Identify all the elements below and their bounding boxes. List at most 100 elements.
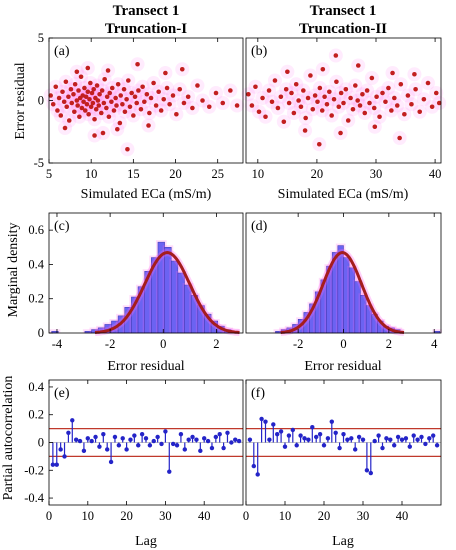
stem-marker (349, 436, 354, 441)
title-a-line1: Transect 1 (113, 3, 180, 19)
data-point (213, 90, 219, 96)
data-point (60, 89, 65, 95)
x-tick-label: 4 (431, 337, 438, 351)
data-point (417, 109, 423, 115)
y-tick-label: 0.4 (28, 380, 44, 394)
stem-marker (136, 443, 141, 448)
data-point (350, 106, 356, 112)
stem-marker (298, 433, 303, 438)
data-point (77, 114, 82, 120)
data-point (283, 86, 289, 92)
xlabel-c: Error residual (107, 359, 184, 374)
data-point (74, 69, 80, 75)
data-point (305, 95, 311, 101)
x-tick-label: 20 (169, 167, 182, 181)
data-point (429, 104, 435, 110)
stem-marker (54, 462, 59, 467)
stem-marker (209, 445, 215, 451)
data-point (246, 91, 251, 97)
stem-marker (155, 434, 160, 440)
stem-marker (345, 437, 350, 442)
data-point (319, 108, 325, 113)
stem-marker (143, 436, 149, 441)
y-tick-label: 0 (38, 326, 44, 340)
data-point (135, 61, 140, 67)
data-point (99, 88, 105, 93)
panel-e: 0 10 20 30 40 0.4 0.2 0 -0.2 -0.4 (e) (24, 379, 244, 523)
stem-marker (259, 416, 264, 422)
data-point (329, 113, 334, 118)
panel-label-c: (c) (54, 219, 70, 234)
panel-label-e: (e) (54, 386, 70, 401)
x-tick-label: 10 (279, 509, 292, 523)
data-point (331, 96, 337, 102)
stem-marker (271, 422, 276, 427)
data-point (397, 135, 402, 141)
data-point (402, 111, 407, 117)
stem-marker (124, 447, 129, 452)
data-point (98, 110, 104, 116)
stem-marker (388, 437, 393, 442)
data-point (87, 96, 92, 102)
stem-marker (120, 436, 125, 441)
data-point (409, 101, 414, 107)
stem-marker (77, 438, 83, 444)
data-point (146, 123, 151, 128)
stem-marker (236, 438, 242, 444)
data-point (136, 88, 141, 93)
xlabel-b: Simulated ECa (mS/m) (278, 187, 409, 202)
x-tick-label: 10 (85, 167, 98, 181)
data-point (76, 88, 81, 93)
data-point (316, 141, 322, 147)
x-tick-label: -2 (293, 337, 303, 351)
data-point (69, 100, 75, 106)
stem-marker (112, 434, 118, 440)
data-point (66, 118, 72, 123)
panel-label-b: (b) (251, 44, 268, 59)
data-point (55, 108, 60, 113)
data-point (322, 94, 327, 100)
x-tick-label: 40 (198, 509, 211, 523)
xlabel-f: Lag (332, 534, 354, 549)
x-tick-label: 5 (46, 167, 52, 181)
data-point (61, 99, 67, 105)
y-tick-label: 0.6 (28, 223, 44, 237)
x-tick-label: 10 (252, 167, 265, 181)
data-point (289, 90, 294, 96)
stem-marker (202, 436, 207, 441)
data-point (386, 85, 391, 91)
stem-marker (255, 472, 260, 477)
x-tick-label: 30 (357, 509, 370, 523)
data-point (272, 78, 278, 83)
data-point (303, 115, 308, 121)
panel-label-a: (a) (54, 44, 70, 59)
data-point (293, 81, 299, 87)
y-tick-label: 0 (38, 436, 44, 450)
stem-marker (314, 434, 319, 440)
x-tick-label: 0 (340, 337, 346, 351)
data-point (161, 96, 167, 102)
stem-marker (294, 443, 299, 448)
stem-marker (213, 434, 219, 440)
data-point (174, 111, 179, 117)
xlabel-e: Lag (135, 534, 157, 549)
panel-label-f: (f) (251, 386, 265, 401)
data-point (195, 83, 200, 88)
stem-marker (97, 444, 102, 449)
stem-marker (194, 437, 199, 442)
data-point (389, 108, 394, 113)
data-point (164, 85, 170, 91)
data-point (104, 105, 109, 111)
data-point (310, 106, 316, 112)
data-point (181, 100, 187, 106)
data-point (412, 71, 417, 77)
data-point (200, 98, 205, 103)
data-point (85, 89, 91, 95)
stem-marker (353, 447, 358, 452)
data-point (296, 98, 301, 103)
x-tick-label: 30 (370, 167, 383, 181)
panel-label-d: (d) (251, 219, 268, 234)
title-b-line1: Transect 1 (310, 3, 377, 19)
stem-marker (384, 436, 389, 441)
data-point (56, 95, 62, 101)
